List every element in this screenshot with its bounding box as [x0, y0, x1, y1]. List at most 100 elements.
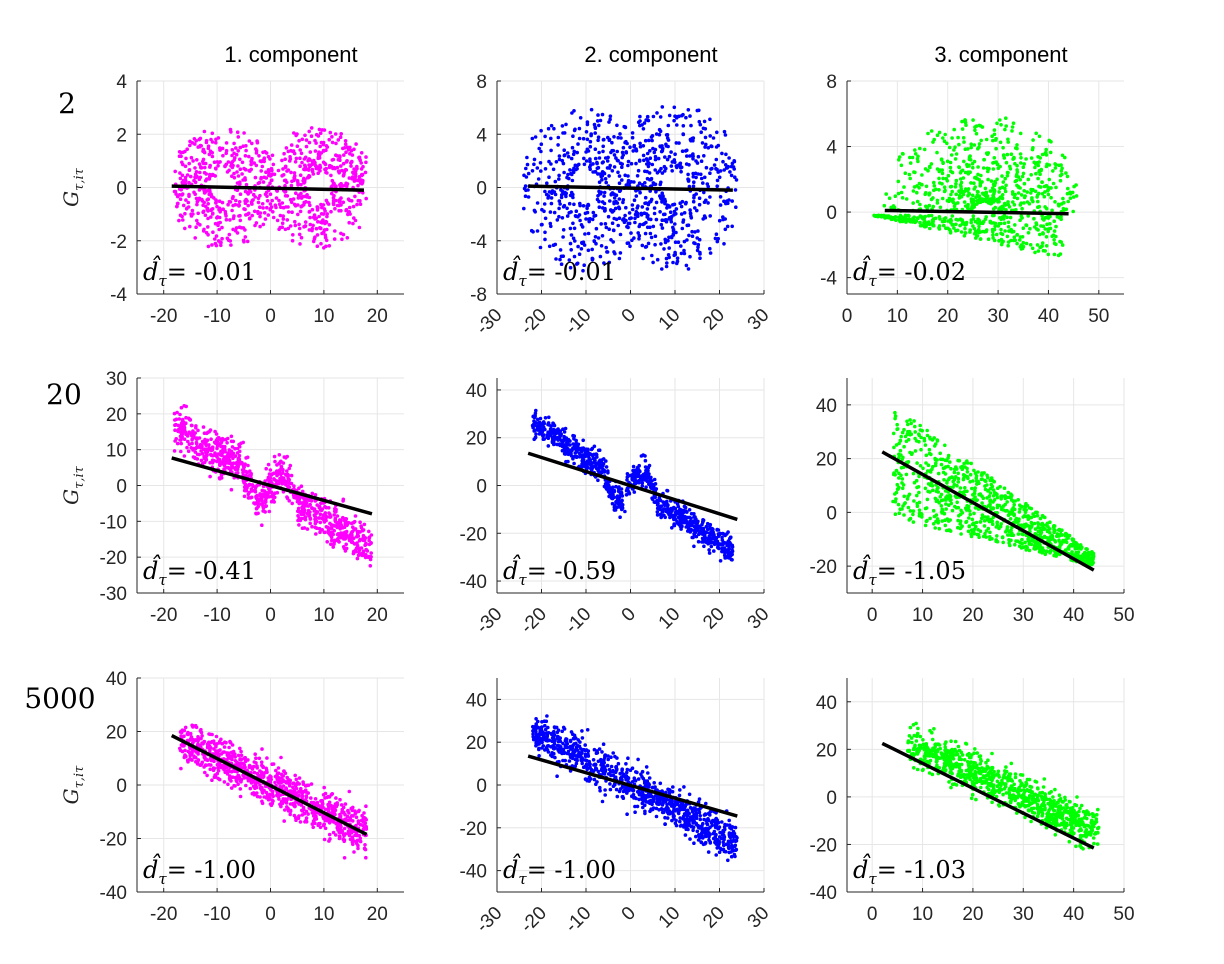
- data-point: [1024, 157, 1028, 161]
- data-point: [973, 231, 978, 236]
- data-point: [341, 497, 346, 502]
- data-point: [573, 443, 577, 448]
- data-point: [651, 260, 655, 265]
- data-point: [696, 229, 700, 233]
- data-point: [593, 464, 598, 468]
- x-tick-label: -10: [561, 604, 595, 638]
- data-point: [308, 222, 313, 227]
- data-point: [307, 140, 312, 145]
- data-point: [992, 156, 997, 160]
- data-point: [566, 172, 570, 177]
- data-point: [673, 240, 678, 244]
- data-point: [988, 219, 993, 224]
- data-point: [571, 152, 576, 157]
- data-point: [985, 195, 989, 199]
- data-point: [183, 175, 188, 180]
- data-point: [1005, 234, 1010, 239]
- data-point: [329, 209, 333, 214]
- data-point: [636, 120, 641, 125]
- data-point: [929, 213, 934, 218]
- data-point: [243, 482, 247, 486]
- data-point: [730, 545, 735, 549]
- data-point: [570, 178, 575, 183]
- y-axis-label: Gτ,iτ: [59, 167, 87, 206]
- data-point: [200, 451, 205, 456]
- data-point: [555, 442, 559, 447]
- data-point: [986, 237, 991, 241]
- data-point: [181, 218, 185, 222]
- data-point: [1060, 172, 1064, 177]
- data-point: [1042, 184, 1047, 189]
- data-point: [1034, 171, 1038, 176]
- data-point: [980, 180, 984, 184]
- data-point: [317, 214, 321, 219]
- data-point: [558, 257, 562, 262]
- y-tick-label: 30: [106, 369, 127, 390]
- data-point: [268, 206, 273, 211]
- data-point: [267, 477, 271, 482]
- data-point: [291, 197, 296, 201]
- data-point: [315, 165, 320, 169]
- data-point: [540, 207, 544, 212]
- data-point: [658, 144, 662, 148]
- data-point: [277, 202, 282, 207]
- data-point: [623, 125, 628, 129]
- data-point: [309, 134, 314, 138]
- data-point: [543, 167, 548, 171]
- data-point: [260, 523, 264, 527]
- data-point: [567, 258, 572, 262]
- data-point: [525, 155, 529, 160]
- data-point: [962, 200, 967, 204]
- data-point: [697, 237, 702, 242]
- data-point: [616, 170, 620, 175]
- annotation-value: = -0.41: [167, 557, 256, 585]
- data-point: [359, 151, 364, 155]
- data-point: [944, 226, 948, 231]
- data-point: [208, 428, 213, 432]
- data-point: [182, 454, 187, 458]
- data-point: [271, 495, 275, 499]
- data-point: [969, 142, 973, 146]
- data-point: [726, 539, 731, 543]
- data-point: [637, 158, 642, 163]
- data-point: [951, 223, 955, 227]
- data-point: [532, 162, 536, 167]
- data-point: [273, 459, 277, 464]
- data-point: [283, 157, 288, 161]
- data-point: [292, 484, 296, 488]
- data-point: [187, 430, 191, 435]
- data-point: [557, 435, 562, 439]
- data-point: [183, 211, 187, 216]
- data-point: [714, 166, 718, 171]
- data-point: [318, 512, 323, 516]
- data-point: [526, 188, 530, 192]
- data-point: [920, 173, 924, 177]
- x-tick-label: -20: [517, 305, 551, 339]
- data-point: [210, 154, 215, 159]
- data-point: [654, 190, 658, 194]
- data-point: [281, 467, 285, 472]
- data-point: [1040, 217, 1045, 221]
- data-point: [632, 236, 636, 240]
- data-point: [269, 166, 274, 171]
- data-point: [597, 180, 602, 184]
- data-point: [1070, 190, 1075, 195]
- data-point: [655, 503, 660, 507]
- data-point: [576, 142, 580, 146]
- data-point: [610, 169, 615, 173]
- data-point: [241, 440, 245, 445]
- data-point: [571, 236, 576, 241]
- data-point: [593, 147, 598, 151]
- data-point: [612, 196, 617, 200]
- data-point: [341, 161, 346, 166]
- data-point: [697, 108, 701, 113]
- data-point: [665, 489, 670, 493]
- x-tick-label: 10: [313, 605, 334, 626]
- data-point: [644, 201, 648, 205]
- data-point: [695, 161, 700, 165]
- data-point: [668, 509, 673, 514]
- data-point: [247, 154, 251, 159]
- data-point: [607, 494, 611, 499]
- data-point: [223, 164, 227, 169]
